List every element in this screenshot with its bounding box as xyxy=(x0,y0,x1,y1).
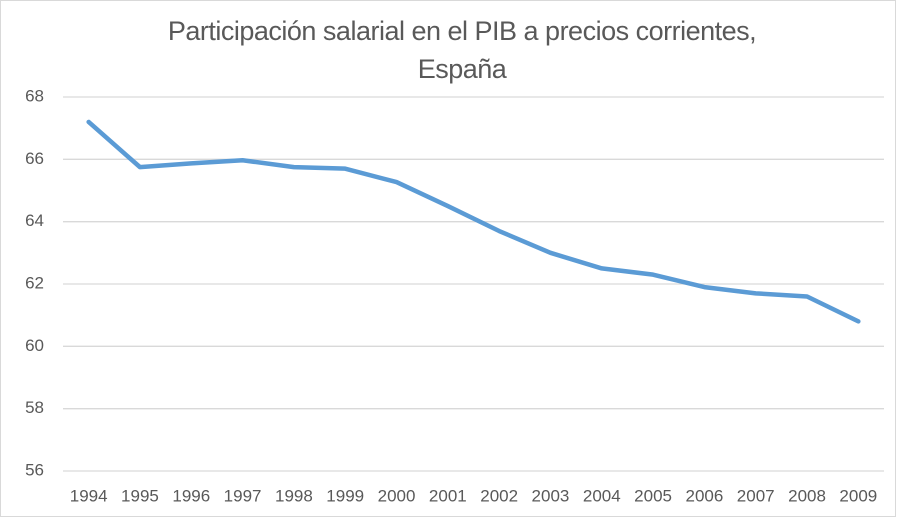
y-tick-label: 66 xyxy=(25,149,44,168)
y-tick-label: 68 xyxy=(25,86,44,105)
x-tick-label: 1996 xyxy=(172,486,210,505)
x-tick-label: 2002 xyxy=(480,486,518,505)
x-tick-label: 1995 xyxy=(121,486,159,505)
x-tick-label: 2005 xyxy=(634,486,672,505)
x-tick-label: 2003 xyxy=(532,486,570,505)
x-tick-label: 2000 xyxy=(378,486,416,505)
x-tick-label: 2007 xyxy=(737,486,775,505)
x-tick-label: 2001 xyxy=(429,486,467,505)
y-tick-label: 64 xyxy=(25,211,44,230)
x-tick-label: 1998 xyxy=(275,486,313,505)
y-tick-label: 58 xyxy=(25,398,44,417)
x-tick-label: 1999 xyxy=(326,486,364,505)
data-line xyxy=(86,119,861,324)
chart-title: España xyxy=(418,54,508,84)
x-tick-label: 1997 xyxy=(224,486,262,505)
chart-title: Participación salarial en el PIB a preci… xyxy=(168,16,756,46)
x-tick-label: 2009 xyxy=(839,486,877,505)
x-tick-label: 2008 xyxy=(788,486,826,505)
y-tick-label: 56 xyxy=(25,460,44,479)
x-tick-label: 2004 xyxy=(583,486,621,505)
x-tick-label: 2006 xyxy=(685,486,723,505)
y-tick-label: 60 xyxy=(25,336,44,355)
y-tick-label: 62 xyxy=(25,273,44,292)
x-tick-label: 1994 xyxy=(70,486,108,505)
